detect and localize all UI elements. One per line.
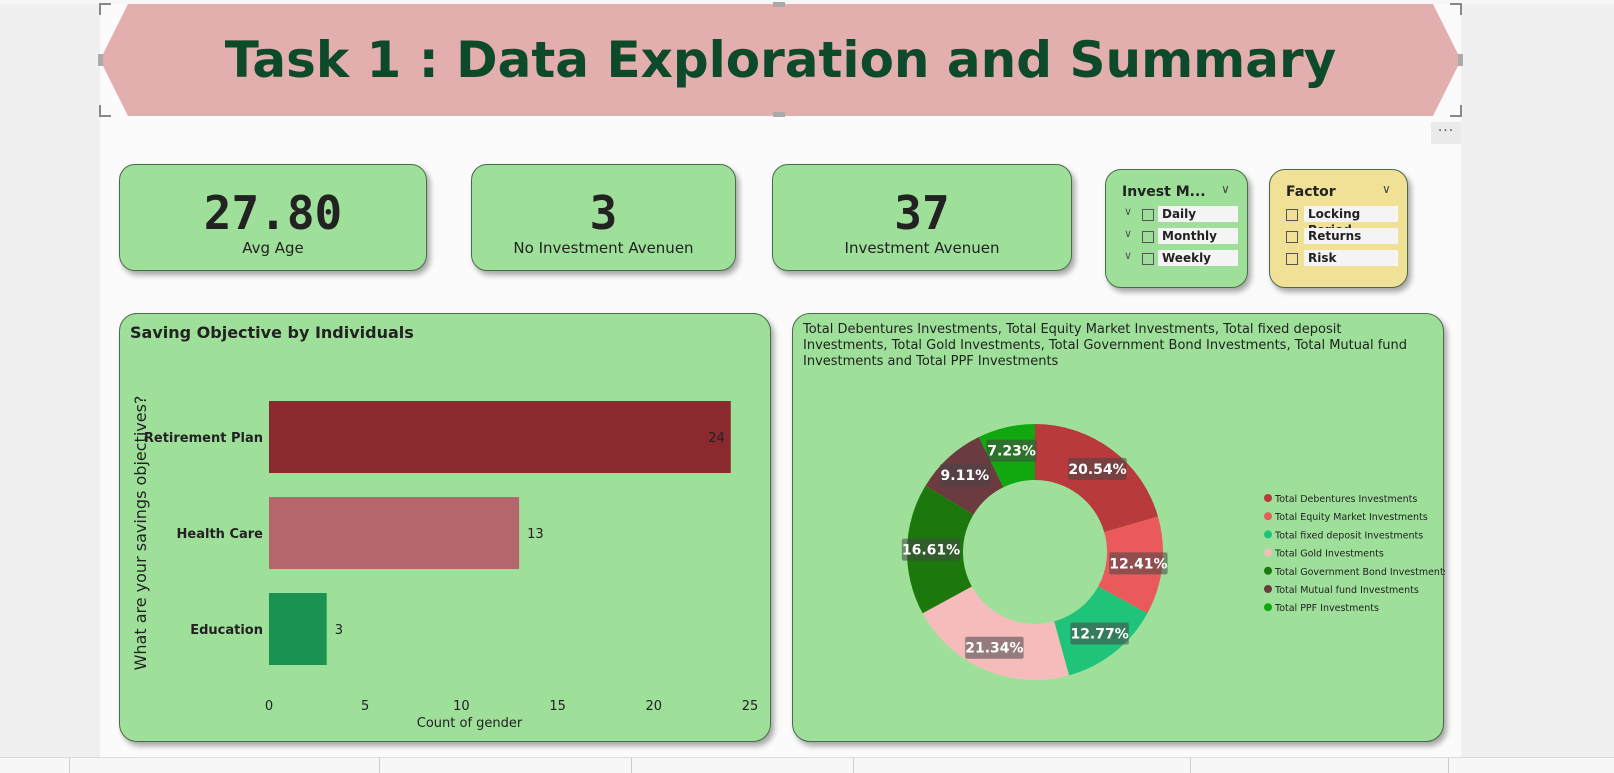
legend-marker xyxy=(1264,567,1272,575)
bar-retirement-plan xyxy=(269,401,731,473)
resize-handle-right[interactable] xyxy=(1458,54,1463,66)
legend-entry: Total PPF Investments xyxy=(1274,603,1379,614)
legend-entry: Total Gold Investments xyxy=(1274,549,1384,560)
page-divider xyxy=(1190,758,1191,773)
category-label: Education xyxy=(190,623,263,638)
checkbox[interactable] xyxy=(1286,253,1298,265)
page-divider xyxy=(1448,758,1449,773)
data-label: 9.11% xyxy=(941,468,990,484)
bar-chart: What are your savings objectives?Retirem… xyxy=(120,314,772,743)
category-label: Retirement Plan xyxy=(144,431,263,446)
data-label: 12.41% xyxy=(1109,556,1167,572)
option-label: Monthly xyxy=(1158,228,1238,244)
kpi-label: Avg Age xyxy=(120,239,426,257)
slicer-title: Factor xyxy=(1286,184,1336,200)
data-label: 7.23% xyxy=(987,444,1036,460)
data-label: 16.61% xyxy=(902,543,960,559)
x-tick-label: 10 xyxy=(453,699,470,714)
chevron-down-icon[interactable]: ∨ xyxy=(1221,182,1230,196)
donut-chart-panel[interactable]: Total Debentures Investments, Total Equi… xyxy=(792,313,1444,742)
data-label: 24 xyxy=(708,431,725,446)
slicer-option-risk[interactable]: Risk xyxy=(1270,250,1407,268)
legend-marker xyxy=(1264,494,1272,502)
kpi-value: 37 xyxy=(773,187,1071,239)
expand-chevron-icon[interactable]: ∨ xyxy=(1124,227,1132,240)
expand-chevron-icon[interactable]: ∨ xyxy=(1124,249,1132,262)
data-label: 12.77% xyxy=(1070,626,1128,642)
corner-handle-bottom-left[interactable] xyxy=(99,105,111,117)
slicer-option-weekly[interactable]: ∨ Weekly xyxy=(1106,250,1247,268)
option-label: Returns xyxy=(1304,228,1398,244)
legend-entry: Total Government Bond Investments xyxy=(1274,567,1445,578)
slicer-option-returns[interactable]: Returns xyxy=(1270,228,1407,246)
legend-entry: Total fixed deposit Investments xyxy=(1274,530,1423,541)
checkbox[interactable] xyxy=(1286,209,1298,221)
legend-entry: Total Mutual fund Investments xyxy=(1274,585,1419,596)
legend-marker xyxy=(1264,512,1272,520)
slicer-title: Invest M... xyxy=(1122,184,1206,200)
option-label: Weekly xyxy=(1158,250,1238,266)
category-label: Health Care xyxy=(177,527,264,542)
corner-handle-top-left[interactable] xyxy=(99,3,111,15)
kpi-label: No Investment Avenuen xyxy=(472,239,735,257)
legend-marker xyxy=(1264,603,1272,611)
ellipsis-icon[interactable]: ··· xyxy=(1431,122,1461,144)
data-label: 21.34% xyxy=(965,641,1023,657)
slicer-option-locking-period[interactable]: Locking Period xyxy=(1270,206,1407,224)
corner-handle-top-right[interactable] xyxy=(1450,3,1462,15)
page-divider xyxy=(853,758,854,773)
bar-health-care xyxy=(269,497,519,569)
page-title: Task 1 : Data Exploration and Summary xyxy=(100,4,1461,116)
donut-chart: 20.54% 12.41% 12.77% 21.34% 16.61% 9.11% 7.23%… xyxy=(793,314,1445,743)
resize-handle-left[interactable] xyxy=(98,54,103,66)
bottom-page-bar xyxy=(0,757,1614,773)
checkbox[interactable] xyxy=(1142,231,1154,243)
kpi-card-avg-age[interactable]: 27.80 Avg Age xyxy=(119,164,427,271)
legend-entry: Total Debentures Investments xyxy=(1274,494,1417,505)
x-axis-title: Count of gender xyxy=(417,716,523,731)
expand-chevron-icon[interactable]: ∨ xyxy=(1124,205,1132,218)
title-banner[interactable]: Task 1 : Data Exploration and Summary xyxy=(100,4,1461,116)
slicer-factor[interactable]: Factor ∨ Locking Period Returns Risk xyxy=(1269,169,1408,288)
x-tick-label: 15 xyxy=(549,699,566,714)
legend-entry: Total Equity Market Investments xyxy=(1274,512,1428,523)
data-label: 3 xyxy=(335,623,343,638)
option-label: Daily xyxy=(1158,206,1238,222)
page-divider xyxy=(379,758,380,773)
legend-marker xyxy=(1264,530,1272,538)
resize-handle-bottom[interactable] xyxy=(773,112,785,117)
x-tick-label: 5 xyxy=(361,699,369,714)
data-label: 20.54% xyxy=(1068,462,1126,478)
kpi-card-no-investment[interactable]: 3 No Investment Avenuen xyxy=(471,164,736,271)
resize-handle-top[interactable] xyxy=(773,2,785,7)
legend-marker xyxy=(1264,549,1272,557)
bar-education xyxy=(269,593,327,665)
page-divider xyxy=(631,758,632,773)
chevron-down-icon[interactable]: ∨ xyxy=(1382,182,1391,196)
x-tick-label: 25 xyxy=(742,699,759,714)
data-label: 13 xyxy=(527,527,544,542)
checkbox[interactable] xyxy=(1286,231,1298,243)
corner-handle-bottom-right[interactable] xyxy=(1450,105,1462,117)
checkbox[interactable] xyxy=(1142,253,1154,265)
bar-chart-panel[interactable]: Saving Objective by Individuals What are… xyxy=(119,313,771,742)
kpi-value: 3 xyxy=(472,187,735,239)
kpi-value: 27.80 xyxy=(120,187,426,239)
option-label: Risk xyxy=(1304,250,1398,266)
kpi-card-investment[interactable]: 37 Investment Avenuen xyxy=(772,164,1072,271)
slicer-invest-monitor[interactable]: Invest M... ∨ ∨ Daily ∨ Monthly ∨ Weekly xyxy=(1105,169,1248,288)
kpi-label: Investment Avenuen xyxy=(773,239,1071,257)
slicer-option-monthly[interactable]: ∨ Monthly xyxy=(1106,228,1247,246)
legend-marker xyxy=(1264,585,1272,593)
x-tick-label: 0 xyxy=(265,699,273,714)
option-label: Locking Period xyxy=(1304,206,1398,222)
checkbox[interactable] xyxy=(1142,209,1154,221)
slicer-option-daily[interactable]: ∨ Daily xyxy=(1106,206,1247,224)
page-divider xyxy=(69,758,70,773)
x-tick-label: 20 xyxy=(646,699,663,714)
